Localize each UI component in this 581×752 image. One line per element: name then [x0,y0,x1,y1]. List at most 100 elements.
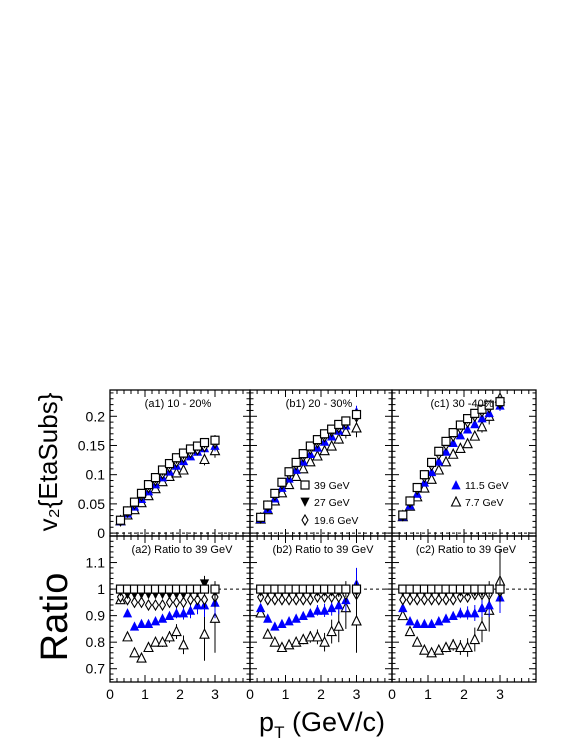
data-point [404,625,416,637]
data-point [426,473,437,484]
data-point [462,424,473,434]
data-point [269,635,281,647]
panel-label: (a2) Ratio to 39 GeV [132,544,234,556]
y-tick-label: 0.15 [78,437,105,453]
data-point [129,621,140,631]
data-point [178,608,189,618]
data-point [427,457,437,468]
legend-label: 7.7 GeV [465,497,504,509]
data-point [164,458,175,469]
panel-a2: 0.7 0.8 0.9 1 1.1 0 1 2 3 (a2) Ratio to 39 GeV [86,535,251,702]
data-point [312,630,323,642]
legend-entry: 39 GeV [300,480,350,492]
legend: 39 GeV 27 GeV 19.6 GeV 11.5 GeV 7.7 GeV [300,480,509,527]
data-point [137,596,146,609]
data-point [157,465,168,475]
data-point [484,400,494,410]
bottom-y-axis-title: Ratio [34,573,76,662]
data-point [326,625,338,637]
y-tick-label: 0.9 [86,608,106,624]
data-point [264,593,272,606]
plot-area: 0 0.05 0.1 0.15 0.2 (a1) 10 - 20% (b1) 20 - 30… [78,389,537,702]
data-point [143,618,154,628]
data-point [426,618,437,628]
data-point [447,638,459,650]
data-point [441,436,451,446]
data-point [210,584,220,594]
data-point [406,593,414,606]
panel-data-b1 [255,405,362,524]
data-point [455,641,466,653]
x-axis-title-sub: T [274,723,284,742]
panel-label: (b2) Ratio to 39 GeV [273,544,375,556]
data-point [305,608,315,618]
data-point [328,590,336,604]
data-point [291,457,301,468]
data-point [179,596,188,609]
x-tick-label: 0 [246,686,254,702]
data-point [455,430,466,440]
y-tick-label: 0.1 [86,467,106,483]
data-point [419,481,430,493]
x-tick-label: 0 [388,686,396,702]
legend-marker [300,480,310,490]
x-tick-label: 2 [176,686,184,702]
series-39-gev [115,434,220,525]
data-point [442,593,450,606]
data-point [334,600,344,610]
data-point [327,424,337,434]
x-tick-label: 1 [141,686,149,702]
panel-frame [391,389,537,537]
series-39-gev [398,584,505,594]
y-tick-label: 1 [97,581,105,597]
data-point [263,500,273,510]
data-point [278,593,286,606]
data-point [144,598,153,612]
x-tick-label: 2 [317,686,325,702]
panel-frame [249,535,393,683]
data-point [477,602,487,613]
panel-data-a2 [115,575,221,663]
legend-entry: 7.7 GeV [450,495,504,509]
data-point [171,466,182,478]
series-7-7-gev [255,586,362,653]
data-point [333,432,345,444]
data-point [199,437,210,448]
data-point [469,429,481,441]
legend-marker [451,480,461,490]
data-point [351,584,362,594]
panel-c1: (c1) 30 -40% [391,389,537,537]
legend-marker [301,513,309,527]
data-point [263,613,273,623]
x-tick-label: 2 [460,686,468,702]
data-point [326,439,338,451]
data-point [455,420,465,430]
data-point [305,441,315,451]
legend-entry: 27 GeV [300,497,350,509]
data-point [463,590,472,604]
data-point [333,620,345,631]
data-point [397,609,409,621]
panel-data-a1 [115,434,221,527]
data-point [495,584,505,594]
data-point [143,641,154,653]
data-point [200,593,209,606]
y-tick-label: 1.1 [86,555,106,571]
top-y-axis-title: v₂{EtaSubs} [33,392,63,531]
data-point [290,470,302,481]
data-point [277,618,287,628]
data-point [150,473,161,483]
series-19-6-gev [116,586,219,612]
data-point [312,605,323,615]
panel-label: (c2) Ratio to 39 GeV [416,544,517,556]
data-point [419,618,430,628]
data-point [312,435,323,445]
x-tick-label: 0 [106,686,114,702]
panel-a1: 0 0.05 0.1 0.15 0.2 (a1) 10 - 20% [78,389,251,541]
data-point [470,608,480,618]
data-point [178,463,189,475]
data-point [291,613,301,623]
data-point [427,593,436,606]
data-point [136,488,147,498]
